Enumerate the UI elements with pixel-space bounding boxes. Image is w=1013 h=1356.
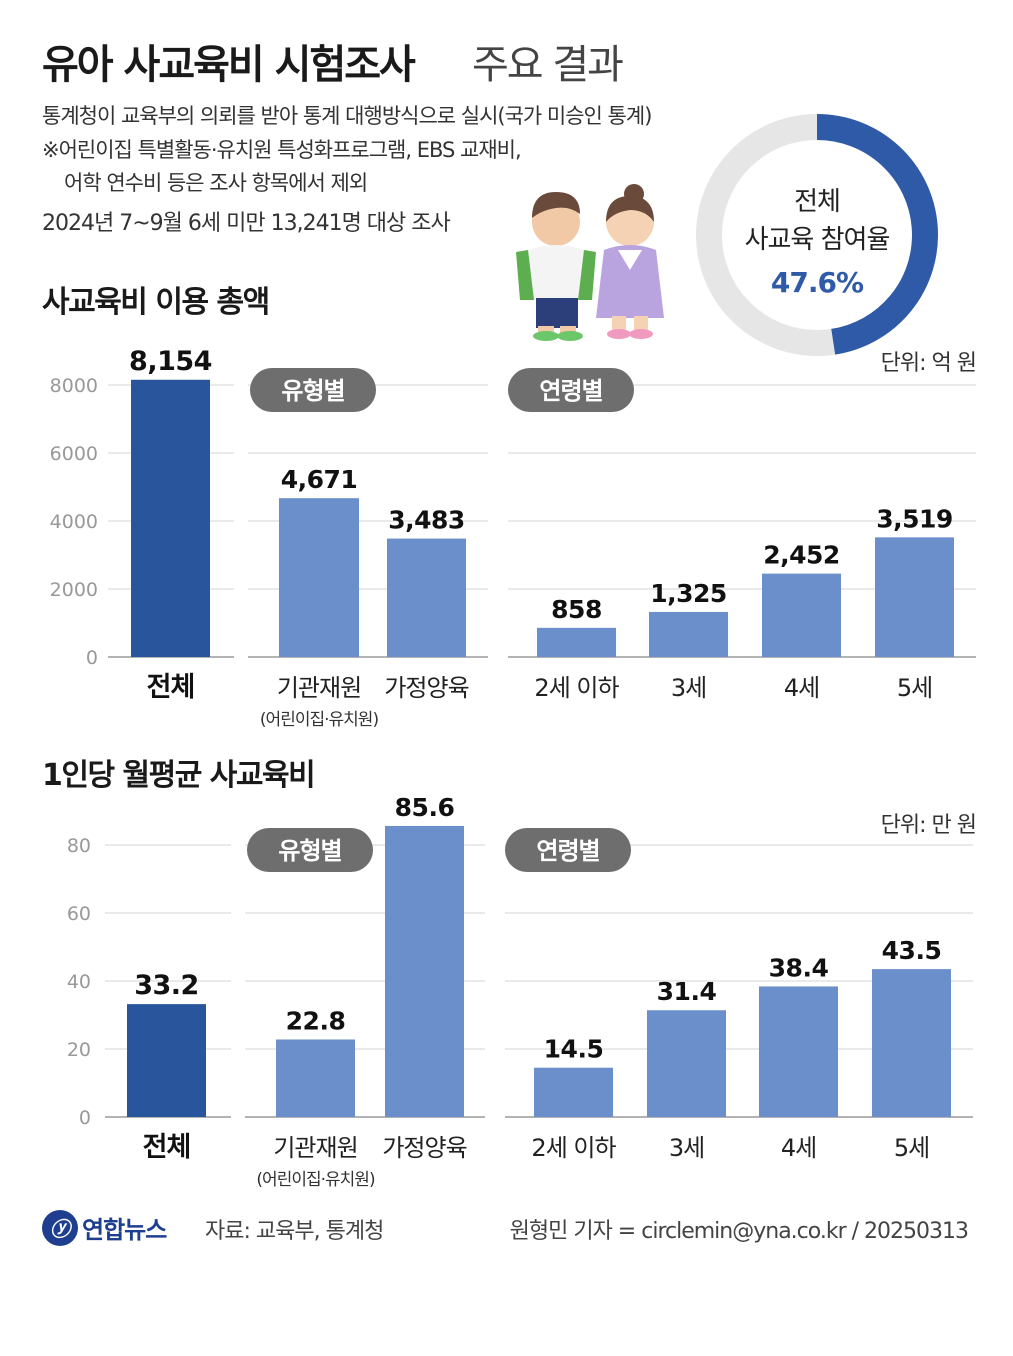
group-pill [250,368,376,412]
data-label: 2,452 [763,541,840,570]
y-tick-label: 80 [67,835,91,857]
boy-figure [516,192,596,341]
category-label: 4세 [784,674,819,702]
bar [647,1010,726,1117]
survey-scope: 2024년 7~9월 6세 미만 13,241명 대상 조사 [42,211,451,236]
bar [276,1039,355,1117]
donut-label-line-2: 사교육 참여율 [745,225,890,255]
chart-1-unit: 단위: 억 원 [881,351,976,376]
y-tick-label: 6000 [50,443,98,465]
description-line-3: 어학 연수비 등은 조사 항목에서 제외 [64,171,367,195]
group-pill-label: 연령별 [536,837,599,865]
bar [534,1067,613,1117]
category-sublabel: (어린이집·유치원) [260,710,379,730]
source-text: 자료: 교육부, 통계청 [205,1219,383,1244]
y-tick-label: 8000 [50,375,98,397]
y-tick-label: 60 [67,903,91,925]
description-line-2: ※어린이집 특별활동·유치원 특성화프로그램, EBS 교재비, [42,138,521,162]
participation-donut: 전체 사교육 참여율 47.6% [696,114,938,356]
bar [762,573,841,657]
chart-total-spending: 0 2000 4000 6000 8000 8,154 전체 유형별 4,671 기관재원 (어린이… [50,346,976,730]
donut-label-line-1: 전체 [794,187,840,217]
category-label: 3세 [669,1134,704,1162]
data-label: 3,483 [388,506,465,535]
chart-1-title: 사교육비 이용 총액 [42,285,269,320]
bar [127,1004,206,1117]
group-pill-label: 유형별 [281,377,344,405]
bar [537,627,616,657]
donut-value-arc [816,114,938,355]
y-tick-label: 2000 [50,579,98,601]
category-label: 3세 [671,674,706,702]
data-label: 14.5 [544,1035,604,1064]
category-label: 기관재원 [273,1134,357,1162]
group-pill-label: 유형별 [278,837,341,865]
bar [759,986,838,1117]
page-title: 유아 사교육비 시험조사 [42,42,416,88]
group-pill-label: 연령별 [539,377,602,405]
category-label: 기관재원 [277,674,361,702]
bar [279,498,359,657]
yonhap-logo-glyph: ⓨ [50,1217,73,1241]
data-label: 33.2 [134,970,199,1001]
data-label: 8,154 [129,346,212,377]
bar [387,538,466,657]
data-label: 43.5 [882,936,942,965]
data-label: 38.4 [769,953,829,982]
group-pill [505,828,631,872]
category-label: 2세 이하 [531,1134,616,1162]
category-label: 5세 [897,674,932,702]
chart-2-unit: 단위: 만 원 [881,813,976,838]
category-label: 전체 [147,672,195,703]
y-tick-label: 40 [67,971,91,993]
page-subtitle: 주요 결과 [472,42,623,88]
category-label: 5세 [894,1134,929,1162]
group-pill [247,828,373,872]
data-label: 85.6 [395,793,455,822]
chart-monthly-spending: 0 20 40 60 80 33.2 전체 유형별 22.8 기관재원 (어린이집·유치원) 85.6… [67,793,973,1190]
y-tick-label: 0 [86,647,98,669]
group-pill [508,368,634,412]
category-label: 2세 이하 [534,674,619,702]
bar [131,379,210,657]
yonhap-logo-icon [42,1210,78,1246]
bar [875,537,954,657]
category-label: 가정양육 [382,1134,466,1162]
bar [385,825,464,1117]
children-illustration [516,184,664,341]
y-tick-label: 4000 [50,511,98,533]
bar [872,969,951,1117]
girl-figure [596,184,664,339]
data-label: 858 [551,595,602,624]
data-label: 4,671 [281,465,358,494]
y-tick-label: 20 [67,1039,91,1061]
category-sublabel: (어린이집·유치원) [256,1170,375,1190]
data-label: 31.4 [657,977,717,1006]
donut-value: 47.6% [771,266,864,299]
yonhap-logo: ⓨ 연합뉴스 [42,1210,168,1246]
bar [649,611,728,657]
credit-text: 원형민 기자 = circlemin@yna.co.kr / 20250313 [510,1219,968,1244]
description-line-1: 통계청이 교육부의 의뢰를 받아 통계 대행방식으로 실시(국가 미승인 통계) [42,104,651,128]
chart-2-title: 1인당 월평균 사교육비 [42,758,314,793]
category-label: 가정양육 [384,674,468,702]
data-label: 3,519 [876,504,953,533]
category-label: 4세 [781,1134,816,1162]
y-tick-label: 0 [79,1107,91,1129]
data-label: 1,325 [650,579,727,608]
category-label: 전체 [143,1132,191,1163]
logo-text: 연합뉴스 [82,1216,167,1244]
data-label: 22.8 [286,1006,346,1035]
